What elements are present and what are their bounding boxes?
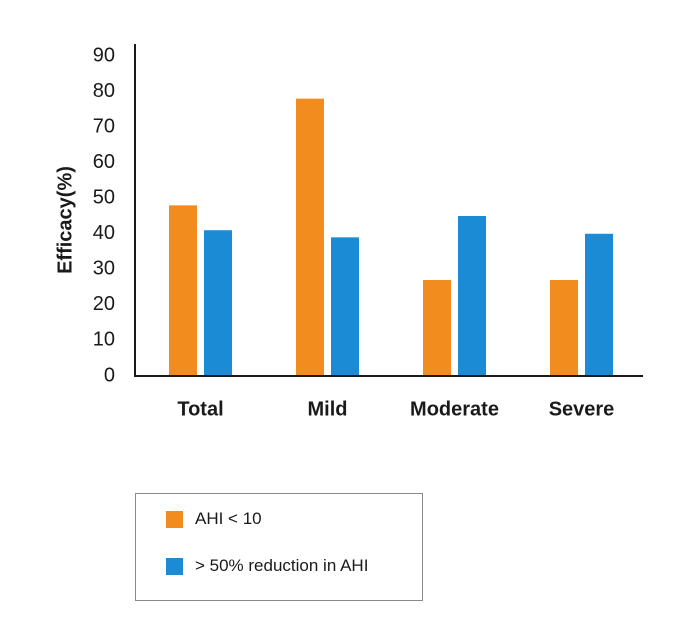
legend-label: > 50% reduction in AHI xyxy=(195,556,369,575)
bar-mild-series-2 xyxy=(331,237,359,376)
legend-item-ahi-reduction: > 50% reduction in AHI xyxy=(166,555,368,577)
legend-swatch-orange xyxy=(166,510,183,528)
y-tick-label: 10 xyxy=(93,329,115,351)
bar-moderate-series-1 xyxy=(423,280,451,376)
y-axis-title: Efficacy(%) xyxy=(54,166,76,274)
legend: AHI < 10 > 50% reduction in AHI xyxy=(135,493,423,601)
legend-swatch-blue xyxy=(166,557,183,575)
y-tick-label: 50 xyxy=(93,187,115,209)
y-tick-label: 80 xyxy=(93,80,115,102)
legend-label: AHI < 10 xyxy=(195,509,262,528)
bars-group xyxy=(169,98,613,377)
bar-severe-series-2 xyxy=(585,233,613,376)
bar-total-series-1 xyxy=(169,205,197,376)
y-tick-label: 90 xyxy=(93,44,115,66)
bar-severe-series-1 xyxy=(550,280,578,376)
x-category-label: Mild xyxy=(308,398,348,420)
y-tick-label: 0 xyxy=(104,364,115,386)
x-category-label: Moderate xyxy=(410,398,499,420)
y-tick-label: 20 xyxy=(93,293,115,315)
bar-total-series-2 xyxy=(204,230,232,376)
y-tick-label: 60 xyxy=(93,151,115,173)
bar-mild-series-1 xyxy=(296,98,324,377)
x-axis-labels: Total Mild Moderate Severe xyxy=(177,398,614,420)
y-tick-label: 70 xyxy=(93,115,115,137)
bar-moderate-series-2 xyxy=(458,216,486,376)
legend-item-ahi-under-10: AHI < 10 xyxy=(166,508,262,530)
x-category-label: Total xyxy=(177,398,223,420)
y-axis-ticks: 0 10 20 30 40 50 60 70 80 90 xyxy=(93,44,115,386)
x-category-label: Severe xyxy=(549,398,615,420)
y-tick-label: 30 xyxy=(93,258,115,280)
y-tick-label: 40 xyxy=(93,222,115,244)
